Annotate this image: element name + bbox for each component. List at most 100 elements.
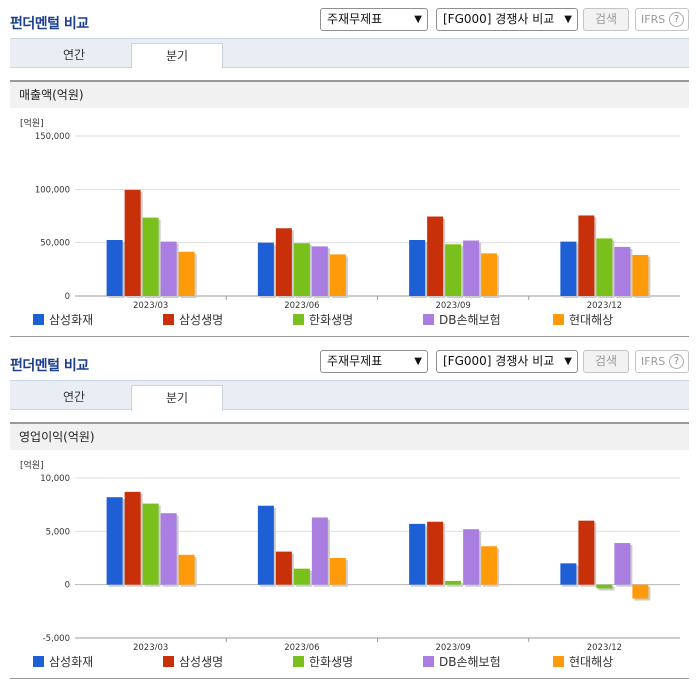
bar <box>445 244 462 296</box>
chart-legend: 삼성화재 삼성생명 한화생명 DB손해보험 현대해상 <box>33 654 689 672</box>
tab-quarterly[interactable]: 분기 <box>131 385 223 411</box>
statement-select-value: 주재무제표 <box>327 354 383 368</box>
bar <box>160 241 177 296</box>
ifrs-label: IFRS <box>641 355 666 368</box>
y-tick-label: 100,000 <box>35 185 70 195</box>
chevron-down-icon: ▼ <box>564 356 572 367</box>
legend-swatch <box>553 656 564 667</box>
panel-title: 매출액(억원) <box>10 80 689 108</box>
tab-quarterly[interactable]: 분기 <box>131 43 223 69</box>
bar-shadow <box>598 586 615 591</box>
section-title: 펀더멘털 비교 <box>10 358 89 374</box>
statement-select-value: 주재무제표 <box>327 12 383 26</box>
tab-annual[interactable]: 연간 <box>62 48 86 62</box>
bar <box>178 554 195 585</box>
y-tick-label: -5,000 <box>43 634 70 644</box>
legend-swatch <box>293 314 304 325</box>
y-tick-label: 0 <box>65 292 70 302</box>
bar <box>257 505 274 585</box>
x-tick-label: 2023/12 <box>587 643 622 650</box>
bar <box>142 503 159 585</box>
legend-swatch <box>553 314 564 325</box>
bar <box>106 497 123 585</box>
help-icon[interactable]: ? <box>669 354 684 369</box>
x-tick-label: 2023/12 <box>587 301 622 308</box>
bar <box>560 241 577 296</box>
statement-select[interactable]: 주재무제표 ▼ <box>320 8 428 31</box>
legend-item[interactable]: 삼성화재 <box>33 312 93 328</box>
bar <box>463 529 480 585</box>
legend-label: 현대해상 <box>569 313 614 327</box>
legend-label: 삼성생명 <box>179 655 224 669</box>
bar <box>632 584 649 599</box>
bar <box>481 253 498 296</box>
chevron-down-icon: ▼ <box>564 14 572 25</box>
bar <box>178 251 195 296</box>
statement-select[interactable]: 주재무제표 ▼ <box>320 350 428 373</box>
compare-select[interactable]: [FG000] 경쟁사 비교 ▼ <box>436 350 578 373</box>
bar <box>329 558 346 585</box>
legend-item[interactable]: 삼성생명 <box>163 654 223 670</box>
bar <box>293 243 310 296</box>
chevron-down-icon: ▼ <box>414 356 422 367</box>
legend-swatch <box>33 314 44 325</box>
panel-divider <box>10 678 689 679</box>
bar <box>578 520 595 585</box>
legend-label: 한화생명 <box>309 655 354 669</box>
x-tick-label: 2023/03 <box>133 643 168 650</box>
revenue-bar-chart: [억원] 0 50,000 100,000 150,000 2023/03 2023/06 2… <box>20 117 680 308</box>
bar <box>463 240 480 296</box>
bar <box>632 254 649 296</box>
tab-annual[interactable]: 연간 <box>62 390 86 404</box>
legend-label: 한화생명 <box>309 313 354 327</box>
legend-item[interactable]: 한화생명 <box>293 654 353 670</box>
compare-select-value: [FG000] 경쟁사 비교 <box>443 354 555 368</box>
legend-item[interactable]: DB손해보험 <box>423 312 501 328</box>
bar-shadow <box>447 582 464 587</box>
bar <box>614 246 631 296</box>
bar <box>275 551 292 585</box>
compare-select-value: [FG000] 경쟁사 비교 <box>443 12 555 26</box>
compare-select[interactable]: [FG000] 경쟁사 비교 ▼ <box>436 8 578 31</box>
section-title: 펀더멘털 비교 <box>10 16 89 32</box>
search-button[interactable]: 검색 <box>583 8 629 31</box>
period-tabs: 연간 분기 <box>10 38 689 69</box>
legend-item[interactable]: 한화생명 <box>293 312 353 328</box>
x-tick-label: 2023/06 <box>284 643 319 650</box>
legend-item[interactable]: 삼성화재 <box>33 654 93 670</box>
ifrs-button[interactable]: IFRS ? <box>635 8 689 31</box>
x-tick-label: 2023/06 <box>284 301 319 308</box>
bar <box>160 513 177 585</box>
legend-label: 삼성생명 <box>179 313 224 327</box>
chevron-down-icon: ▼ <box>414 14 422 25</box>
legend-item[interactable]: 현대해상 <box>553 654 613 670</box>
legend-label: DB손해보험 <box>439 655 501 669</box>
legend-label: 삼성화재 <box>49 655 94 669</box>
unit-label: [억원] <box>20 459 44 471</box>
bar <box>578 215 595 296</box>
x-tick-label: 2023/03 <box>133 301 168 308</box>
bar <box>293 568 310 585</box>
operating-profit-bar-chart: [억원] -5,000 0 5,000 10,000 2023/03 2023/06 2023… <box>20 459 680 650</box>
y-tick-label: 150,000 <box>35 132 70 142</box>
legend-label: 삼성화재 <box>49 313 94 327</box>
legend-swatch <box>423 656 434 667</box>
ifrs-label: IFRS <box>641 13 666 26</box>
bar <box>329 254 346 296</box>
bar <box>427 521 444 585</box>
legend-swatch <box>163 314 174 325</box>
help-icon[interactable]: ? <box>669 12 684 27</box>
bar <box>560 563 577 585</box>
ifrs-button[interactable]: IFRS ? <box>635 350 689 373</box>
bar <box>275 228 292 296</box>
y-tick-label: 0 <box>65 581 70 591</box>
legend-item[interactable]: DB손해보험 <box>423 654 501 670</box>
period-tabs: 연간 분기 <box>10 380 689 411</box>
legend-item[interactable]: 삼성생명 <box>163 312 223 328</box>
legend-label: 현대해상 <box>569 655 614 669</box>
bar <box>596 238 613 296</box>
search-button[interactable]: 검색 <box>583 350 629 373</box>
legend-item[interactable]: 현대해상 <box>553 312 613 328</box>
x-tick-label: 2023/09 <box>435 301 470 308</box>
bar <box>409 523 426 585</box>
